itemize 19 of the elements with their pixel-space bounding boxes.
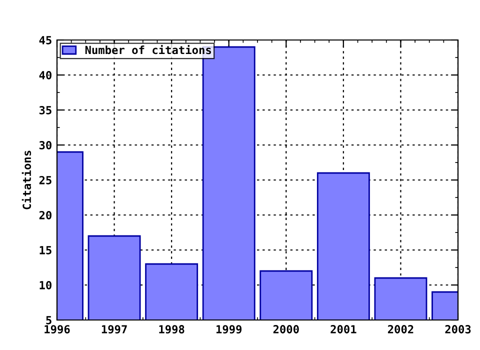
y-tick-label: 5 [46,316,52,324]
legend-label: Number of citations [85,44,211,54]
y-tick-label: 45 [39,36,52,44]
x-tick-label: 1999 [216,325,242,334]
y-tick-label: 30 [39,140,52,150]
x-tick-label: 2003 [445,325,471,334]
x-tick-label: 1998 [159,325,184,334]
x-tick-label: 1997 [102,325,127,334]
x-tick-label: 2001 [330,325,356,334]
y-tick-label: 20 [39,210,52,220]
x-tick-label: 1996 [44,325,70,334]
y-tick-label: 35 [39,106,52,114]
y-tick-label: 15 [40,246,52,254]
y-tick-label: 40 [39,70,52,80]
y-tick-label: 10 [40,280,52,290]
x-tick-label: 2000 [273,325,299,334]
x-tick-label: 2002 [388,325,414,334]
y-axis-title: Citations [22,150,32,210]
y-tick-label: 25 [39,176,52,184]
